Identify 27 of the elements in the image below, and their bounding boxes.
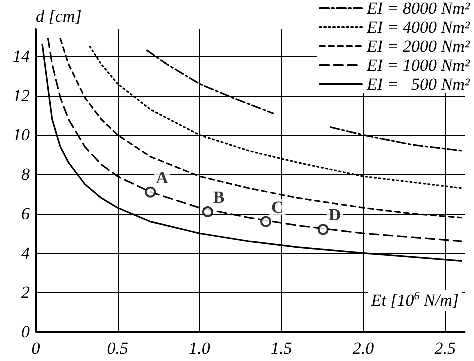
data-label: A bbox=[156, 168, 170, 188]
data-label: D bbox=[328, 206, 342, 225]
legend-label: EI = 8000 Nm² bbox=[366, 0, 471, 18]
y-tick-label: 8 bbox=[22, 165, 30, 184]
point bbox=[202, 206, 214, 218]
x-tick-label: 1.5 bbox=[270, 339, 292, 358]
y-tick-label: 2 bbox=[22, 283, 30, 302]
y-tick-label: 0 bbox=[22, 322, 30, 342]
point bbox=[318, 224, 329, 236]
legend-label: EI = 500 Nm² bbox=[366, 75, 471, 94]
x-tick-label: 0.5 bbox=[107, 339, 128, 358]
legend-label: EI = 2000 Nm² bbox=[366, 37, 471, 56]
data-label: B bbox=[213, 188, 225, 207]
y-tick-label: 10 bbox=[13, 126, 30, 145]
y-tick-label: 12 bbox=[13, 86, 30, 106]
x-tick-label: 1.0 bbox=[189, 339, 211, 358]
y-tick-label: 6 bbox=[22, 204, 30, 224]
x-tick-label: 2.0 bbox=[352, 339, 375, 358]
legend-label: EI = 4000 Nm² bbox=[366, 18, 471, 37]
x-tick-label: 2.5 bbox=[434, 339, 456, 358]
y-axis-title: d [cm] bbox=[36, 7, 82, 26]
point bbox=[145, 186, 156, 198]
legend-label: EI = 1000 Nm² bbox=[366, 56, 471, 75]
data-label: C bbox=[272, 198, 284, 217]
y-tick-label: 4 bbox=[22, 244, 30, 263]
y-tick-label: 14 bbox=[13, 47, 30, 66]
point bbox=[260, 216, 272, 228]
